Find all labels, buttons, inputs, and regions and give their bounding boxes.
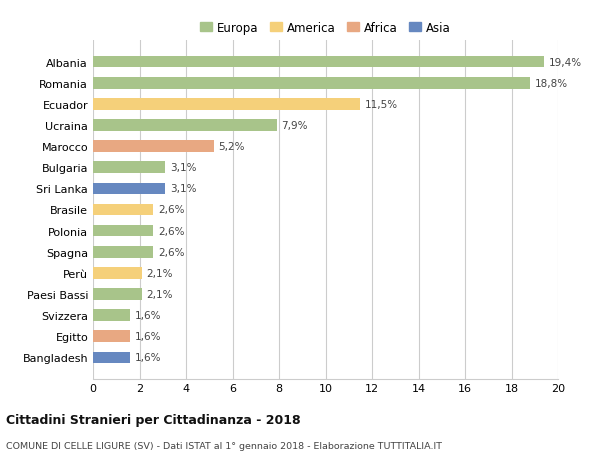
Text: 11,5%: 11,5% bbox=[365, 100, 398, 110]
Legend: Europa, America, Africa, Asia: Europa, America, Africa, Asia bbox=[196, 17, 455, 39]
Text: 7,9%: 7,9% bbox=[281, 121, 308, 131]
Text: 1,6%: 1,6% bbox=[135, 331, 161, 341]
Text: 2,6%: 2,6% bbox=[158, 205, 185, 215]
Bar bbox=[93, 204, 154, 216]
Bar bbox=[93, 246, 154, 258]
Text: 2,6%: 2,6% bbox=[158, 226, 185, 236]
Text: 5,2%: 5,2% bbox=[218, 142, 245, 152]
Text: COMUNE DI CELLE LIGURE (SV) - Dati ISTAT al 1° gennaio 2018 - Elaborazione TUTTI: COMUNE DI CELLE LIGURE (SV) - Dati ISTAT… bbox=[6, 441, 442, 450]
Bar bbox=[93, 352, 130, 364]
Text: 2,1%: 2,1% bbox=[146, 268, 173, 278]
Bar bbox=[93, 225, 154, 237]
Bar bbox=[93, 289, 142, 300]
Text: 19,4%: 19,4% bbox=[548, 57, 582, 67]
Bar bbox=[93, 99, 361, 111]
Text: Cittadini Stranieri per Cittadinanza - 2018: Cittadini Stranieri per Cittadinanza - 2… bbox=[6, 413, 301, 426]
Bar bbox=[93, 183, 165, 195]
Text: 3,1%: 3,1% bbox=[170, 163, 196, 173]
Bar bbox=[93, 268, 142, 279]
Bar bbox=[93, 309, 130, 321]
Bar bbox=[93, 120, 277, 131]
Bar bbox=[93, 78, 530, 90]
Bar bbox=[93, 141, 214, 152]
Text: 1,6%: 1,6% bbox=[135, 353, 161, 363]
Bar bbox=[93, 330, 130, 342]
Text: 2,6%: 2,6% bbox=[158, 247, 185, 257]
Text: 1,6%: 1,6% bbox=[135, 310, 161, 320]
Text: 18,8%: 18,8% bbox=[535, 78, 568, 89]
Text: 2,1%: 2,1% bbox=[146, 289, 173, 299]
Text: 3,1%: 3,1% bbox=[170, 184, 196, 194]
Bar bbox=[93, 56, 544, 68]
Bar bbox=[93, 162, 165, 174]
